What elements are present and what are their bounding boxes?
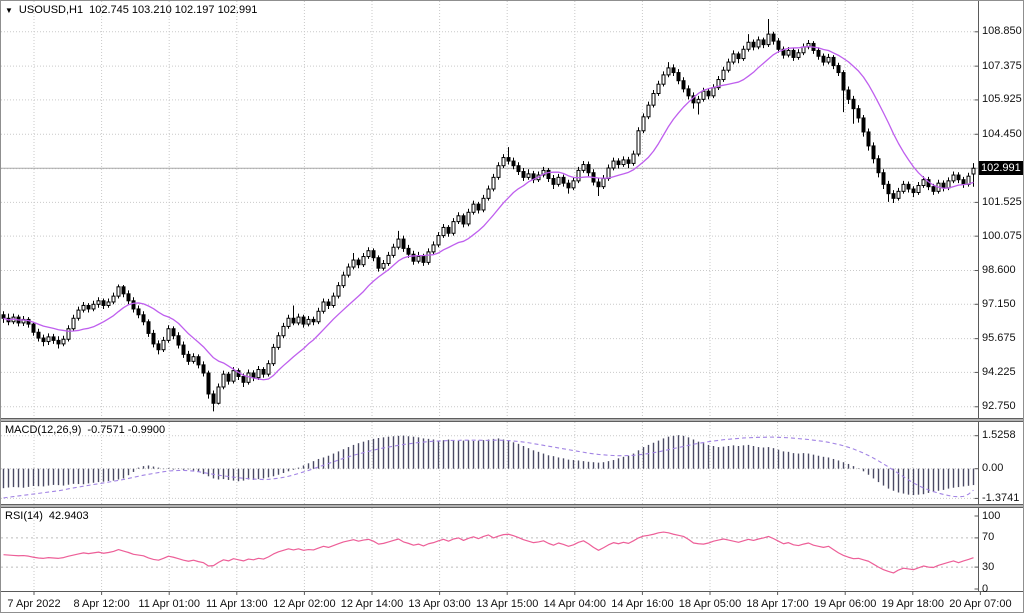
price-axis-label: 94.225: [982, 365, 1016, 378]
time-axis-label: 11 Apr 01:00: [138, 598, 200, 610]
price-axis-label: 101.525: [982, 195, 1022, 208]
time-axis-label: 11 Apr 13:00: [206, 598, 268, 610]
rsi-axis-label: 30: [982, 560, 995, 573]
symbol-dropdown-icon[interactable]: ▼: [5, 5, 13, 15]
rsi-axis-label: 70: [982, 531, 995, 544]
rsi-name: RSI(14): [5, 510, 43, 522]
price-axis-label: 108.850: [982, 25, 1022, 38]
symbol-ohlc-values: 102.745 103.210 102.197 102.991: [89, 4, 258, 16]
macd-axis-label: -1.3741: [982, 491, 1020, 504]
time-axis-label: 13 Apr 03:00: [408, 598, 471, 610]
macd-axis-label: 0.00: [982, 462, 1004, 475]
time-axis-label: 7 Apr 2022: [7, 598, 61, 610]
symbol-info-bar: ▼ USOUSD,H1 102.745 103.210 102.197 102.…: [5, 4, 257, 16]
time-axis-label: 13 Apr 15:00: [475, 598, 539, 610]
price-axis-label: 104.450: [982, 127, 1022, 140]
macd-values: -0.7571 -0.9900: [87, 424, 166, 436]
time-axis-label: 12 Apr 02:00: [273, 598, 336, 610]
grid-lines: [1, 1, 979, 591]
rsi-value: 42.9403: [48, 510, 89, 522]
time-axis-label: 20 Apr 07:00: [949, 598, 1012, 610]
axis-frame: [1, 1, 1023, 595]
macd-name: MACD(12,26,9): [5, 424, 82, 436]
price-axis-label: 98.600: [982, 264, 1016, 277]
time-axis-label: 18 Apr 17:00: [746, 598, 809, 610]
rsi-axis-label: 0: [982, 582, 989, 595]
time-axis-label: 8 Apr 12:00: [73, 598, 130, 610]
rsi-axis-label: 100: [982, 509, 1001, 522]
macd-rsi-splitter[interactable]: [1, 504, 1023, 508]
price-axis-label: 105.925: [982, 93, 1022, 106]
time-axis-label: 14 Apr 04:00: [543, 598, 606, 610]
price-chart-area[interactable]: [1, 18, 976, 412]
macd-indicator-label: MACD(12,26,9) -0.7571 -0.9900: [5, 424, 165, 436]
time-axis-label: 14 Apr 16:00: [611, 598, 674, 610]
rsi-chart-area[interactable]: [3, 531, 974, 574]
price-axis-label: 107.375: [982, 59, 1022, 72]
time-axis-label: 18 Apr 05:00: [678, 598, 742, 610]
ma-line: [3, 45, 974, 381]
macd-chart-area[interactable]: [2, 435, 975, 499]
macd-axis-label: 1.5258: [982, 429, 1016, 442]
time-axis-label: 12 Apr 14:00: [340, 598, 404, 610]
time-axis-label: 19 Apr 18:00: [881, 598, 944, 610]
time-axis-label: 19 Apr 06:00: [813, 598, 877, 610]
price-axis-label: 97.150: [982, 297, 1016, 310]
price-axis-label: 92.750: [982, 400, 1016, 413]
price-axis-label: 100.075: [982, 229, 1022, 242]
price-macd-splitter[interactable]: [1, 418, 1023, 422]
current-price-badge: 102.991: [979, 161, 1023, 176]
price-axis-label: 95.675: [982, 332, 1016, 345]
rsi-indicator-label: RSI(14) 42.9403: [5, 510, 89, 522]
symbol-title: USOUSD,H1: [18, 4, 84, 16]
